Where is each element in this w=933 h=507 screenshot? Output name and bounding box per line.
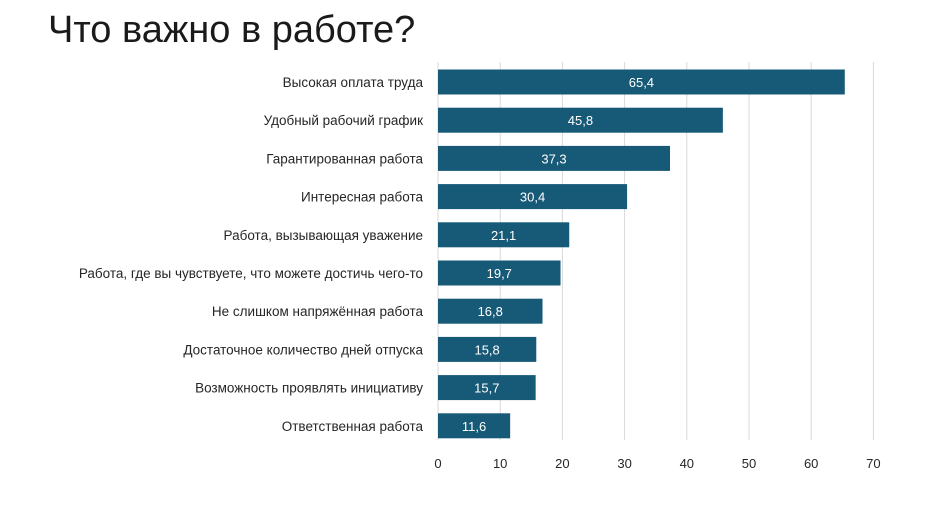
bar (438, 375, 536, 401)
data-label: 19,7 (487, 266, 512, 281)
bars (438, 69, 845, 439)
bar (438, 413, 511, 439)
x-axis-tick-labels: 0 10 20 30 40 50 60 70 (434, 456, 880, 471)
category-label: Удобный рабочий график (264, 113, 424, 128)
x-tick-label: 30 (617, 456, 631, 471)
category-label: Не слишком напряжённая работа (212, 304, 424, 319)
data-label: 65,4 (629, 75, 654, 90)
category-label: Ответственная работа (282, 419, 424, 434)
bar (438, 184, 628, 210)
bar (438, 298, 543, 324)
data-label: 16,8 (478, 304, 503, 319)
x-tick-label: 40 (680, 456, 694, 471)
category-label: Возможность проявлять инициативу (195, 381, 423, 396)
bar (438, 336, 537, 362)
page-title: Что важно в работе? (48, 9, 416, 51)
x-tick-label: 0 (434, 456, 441, 471)
x-tick-label: 20 (555, 456, 569, 471)
x-tick-label: 50 (742, 456, 756, 471)
category-label: Интересная работа (301, 190, 423, 205)
bar (438, 222, 570, 248)
data-label: 21,1 (491, 228, 516, 243)
bar (438, 260, 561, 286)
data-label: 15,8 (474, 342, 499, 357)
x-tick-label: 60 (804, 456, 818, 471)
x-tick-label: 70 (866, 456, 880, 471)
data-label: 30,4 (520, 190, 545, 205)
data-label: 45,8 (568, 113, 593, 128)
value-labels: 65,4 45,8 37,3 30,4 21,1 19,7 16,8 15,8 15,7 11,6 (462, 75, 654, 434)
category-label: Высокая оплата труда (283, 75, 424, 90)
x-tick-label: 10 (493, 456, 507, 471)
data-label: 11,6 (462, 419, 486, 434)
category-label: Работа, вызывающая уважение (224, 228, 423, 243)
bar (438, 145, 671, 171)
bar (438, 69, 845, 95)
category-label: Достаточное количество дней отпуска (183, 342, 423, 357)
bar (438, 107, 723, 133)
category-label: Гарантированная работа (266, 151, 423, 166)
data-label: 37,3 (541, 151, 566, 166)
data-label: 15,7 (474, 381, 499, 396)
category-labels: Высокая оплата труда Удобный рабочий граф… (79, 75, 424, 434)
category-label: Работа, где вы чувствуете, что можете до… (79, 266, 423, 281)
